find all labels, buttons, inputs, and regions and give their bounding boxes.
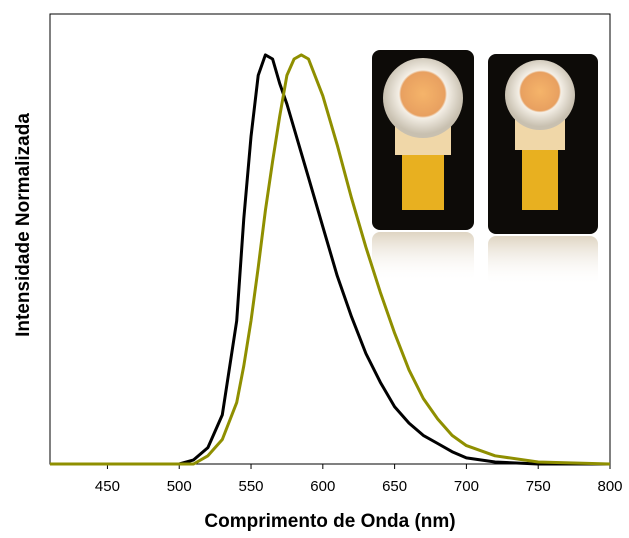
x-tick-label: 600 — [310, 478, 335, 495]
photo-inset — [372, 50, 598, 286]
x-axis-label: Comprimento de Onda (nm) — [204, 511, 455, 532]
x-tick-label: 750 — [526, 478, 551, 495]
x-tick-label: 700 — [454, 478, 479, 495]
x-tick-label: 800 — [597, 478, 622, 495]
chart: Comprimento de Onda (nm) Intensidade Nor… — [0, 0, 629, 538]
x-tick-label: 500 — [167, 478, 192, 495]
x-tick-label: 550 — [239, 478, 264, 495]
x-tick-label: 450 — [95, 478, 120, 495]
y-axis-label: Intensidade Normalizada — [13, 113, 34, 337]
x-tick-label: 650 — [382, 478, 407, 495]
